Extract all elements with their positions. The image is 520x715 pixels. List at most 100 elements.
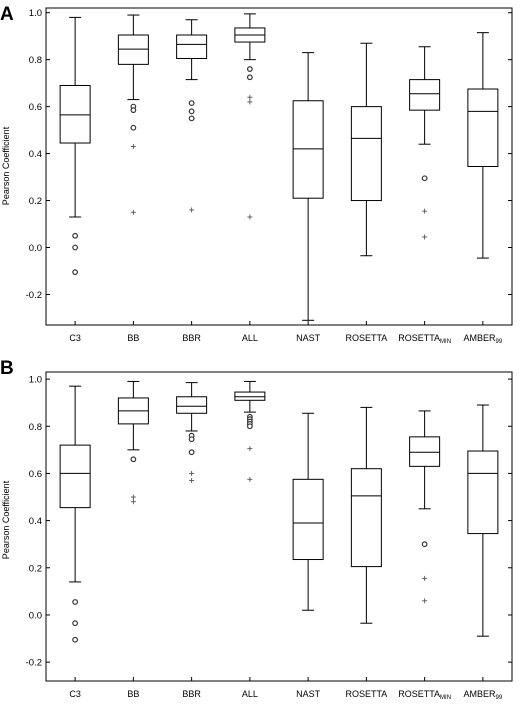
category-label: BBR xyxy=(182,689,201,699)
box-plot-bb xyxy=(117,14,149,215)
outlier-point xyxy=(130,456,137,463)
panel-b: B Pearson Coefficient 1.0 0.8 0.6 0.4 0.2 0.0… xyxy=(0,358,513,701)
outlier-point xyxy=(246,74,253,81)
y-tick-label: 1.0 xyxy=(29,8,42,19)
extreme-outlier-point xyxy=(422,208,428,214)
extreme-outlier-point xyxy=(130,494,136,500)
y-tick-label: 0.0 xyxy=(29,610,42,621)
category-label: ALL xyxy=(242,333,258,343)
category-label: AMBER99 xyxy=(464,333,503,345)
outlier-point xyxy=(188,449,195,456)
y-tick-label: 0.4 xyxy=(29,516,42,527)
y-tick-label: 0.4 xyxy=(29,149,42,160)
box-plot-c3 xyxy=(59,16,91,276)
box-plot-amber-99 xyxy=(467,32,499,259)
category-label: NAST xyxy=(296,689,321,699)
outlier-point xyxy=(72,599,79,605)
extreme-outlier-point xyxy=(130,144,136,150)
outlier-point xyxy=(72,620,79,627)
box-plot-bbr xyxy=(176,19,208,213)
outlier-point xyxy=(130,107,137,114)
box-iqr xyxy=(350,106,382,202)
outlier-point xyxy=(246,66,253,72)
outlier-point xyxy=(188,115,195,122)
box-plot-rosetta-min xyxy=(409,410,441,604)
box-plot-amber-99 xyxy=(467,404,499,637)
extreme-outlier-point xyxy=(247,476,253,482)
outlier-point xyxy=(72,636,79,643)
category-label: C3 xyxy=(69,689,81,699)
box-iqr xyxy=(176,396,208,414)
outlier-point xyxy=(188,108,195,115)
y-axis-label-b: Pearson Coefficient xyxy=(1,480,11,559)
y-tick-label: 0.0 xyxy=(29,243,42,254)
category-label: ALL xyxy=(242,689,258,699)
category-label: AMBER99 xyxy=(464,689,503,701)
y-axis-label-a: Pearson Coefficient xyxy=(1,126,11,205)
box-iqr xyxy=(176,34,208,59)
outlier-point xyxy=(246,423,253,430)
panel-label-a: A xyxy=(0,4,14,25)
category-label: ROSETTA xyxy=(345,333,387,343)
box-iqr xyxy=(409,79,441,111)
extreme-outlier-point xyxy=(247,214,253,220)
box-iqr xyxy=(292,478,324,561)
box-iqr xyxy=(409,436,441,467)
outlier-point xyxy=(130,124,137,131)
panel-label-b: B xyxy=(0,358,14,379)
y-tick-label: 0.8 xyxy=(29,422,42,433)
category-label: ROSETTAMIN xyxy=(398,333,451,345)
box-iqr xyxy=(467,88,499,167)
y-tick-label: -0.2 xyxy=(26,290,42,301)
box-plot-nast xyxy=(292,52,324,321)
box-plot-rosetta-min xyxy=(409,46,441,240)
box-plot-bb xyxy=(117,380,149,505)
box-iqr xyxy=(234,391,266,401)
extreme-outlier-point xyxy=(189,470,195,476)
extreme-outlier-point xyxy=(422,575,428,581)
extreme-outlier-point xyxy=(422,598,428,604)
y-tick-label: 0.8 xyxy=(29,55,42,66)
outlier-point xyxy=(72,244,79,251)
outlier-point xyxy=(188,436,195,443)
extreme-outlier-point xyxy=(247,99,253,105)
category-label: NAST xyxy=(296,333,321,343)
box-plot-rosetta xyxy=(350,406,382,624)
extreme-outlier-point xyxy=(422,234,428,240)
box-iqr xyxy=(59,444,91,509)
y-tick-label: 0.2 xyxy=(29,563,42,574)
y-tick-label: 0.6 xyxy=(29,102,42,113)
box-plot-bbr xyxy=(176,382,208,484)
plot-area-b: 1.0 0.8 0.6 0.4 0.2 0.0 -0.2 C3 BB BBR ALL NAST ROSE… xyxy=(26,371,513,701)
category-label: ROSETTAMIN xyxy=(398,689,451,701)
box-plot-nast xyxy=(292,412,324,611)
y-tick-label: 1.0 xyxy=(29,375,42,386)
box-plot-all xyxy=(234,13,266,220)
box-iqr xyxy=(292,100,324,199)
outlier-point xyxy=(421,541,428,548)
box-iqr xyxy=(467,450,499,535)
outlier-point xyxy=(72,269,79,276)
extreme-outlier-point xyxy=(130,499,136,505)
box-iqr xyxy=(350,468,382,568)
extreme-outlier-point xyxy=(247,446,253,452)
plot-frame xyxy=(45,371,513,682)
plot-frame xyxy=(45,7,513,326)
outlier-point xyxy=(72,232,79,239)
box-plot-all xyxy=(234,380,266,482)
panel-a: A Pearson Coefficient 1.0 0.8 0.6 0.4 0.2 0.0… xyxy=(0,4,513,345)
box-iqr xyxy=(59,84,91,144)
plot-area-a: 1.0 0.8 0.6 0.4 0.2 0.0 -0.2 C3 BB BBR ALL NAST ROSE… xyxy=(26,7,513,345)
category-label: C3 xyxy=(69,333,81,343)
extreme-outlier-point xyxy=(130,209,136,215)
outlier-point xyxy=(188,100,195,106)
outlier-point xyxy=(421,175,428,182)
category-label: ROSETTA xyxy=(345,689,387,699)
y-tick-label: 0.2 xyxy=(29,196,42,207)
category-label: BB xyxy=(127,333,139,343)
extreme-outlier-point xyxy=(189,207,195,213)
category-label: BBR xyxy=(182,333,201,343)
y-tick-label: -0.2 xyxy=(26,658,42,669)
y-tick-label: 0.6 xyxy=(29,469,42,480)
